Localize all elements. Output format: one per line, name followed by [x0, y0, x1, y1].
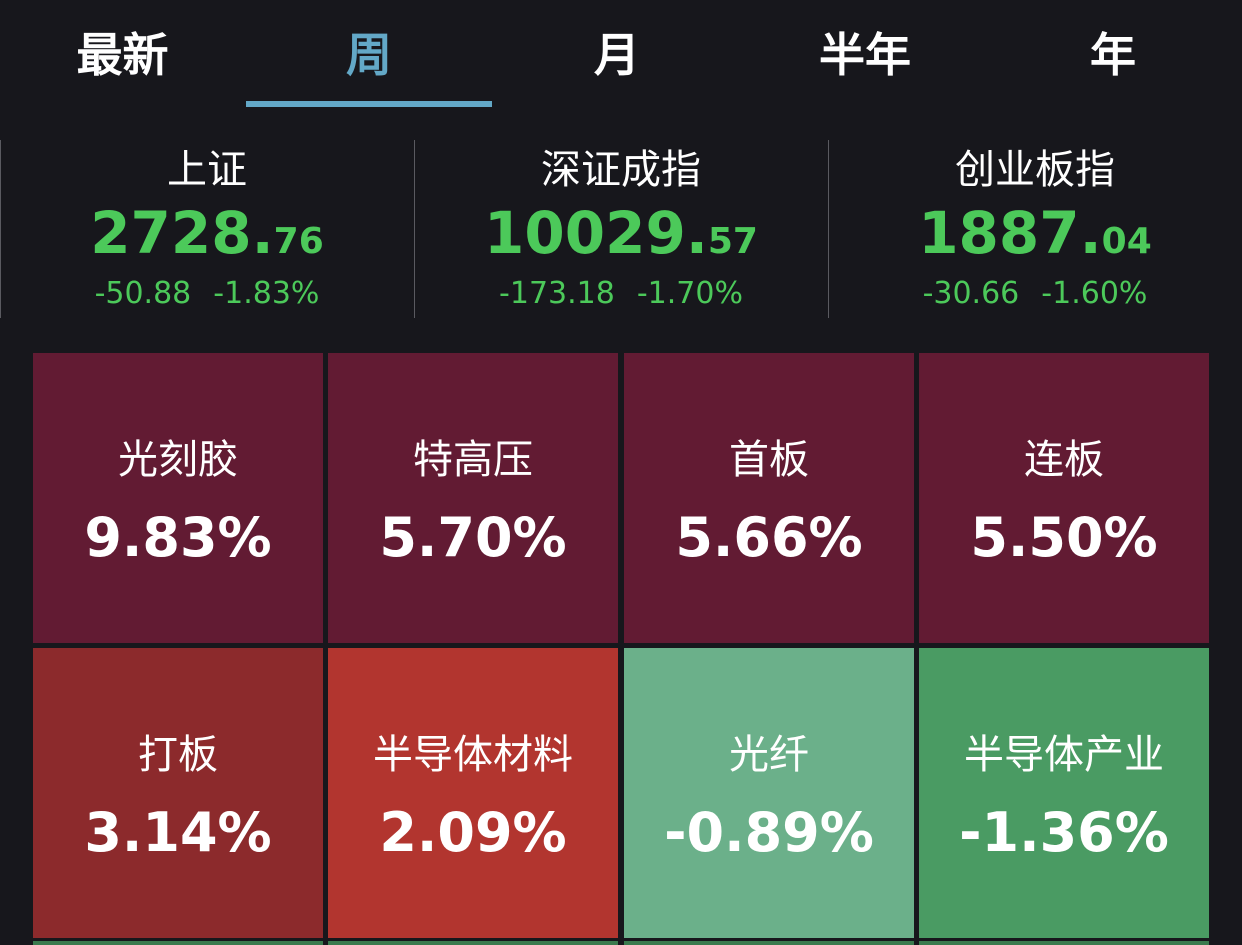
sector-change: 2.09%: [379, 801, 567, 864]
tab-month[interactable]: 月: [594, 28, 640, 82]
index-value: 1887.04: [828, 200, 1242, 266]
sector-tile-consecutive-limit[interactable]: 连板 5.50%: [919, 353, 1209, 643]
index-value-decimal: 04: [1101, 221, 1152, 262]
index-value-decimal: 76: [273, 221, 324, 262]
tab-latest[interactable]: 最新: [76, 28, 169, 82]
sector-tile-optical-fiber[interactable]: 光纤 -0.89%: [624, 648, 914, 938]
next-row-tile-edge: [919, 941, 1209, 945]
sector-tile-semiconductor-industry[interactable]: 半导体产业 -1.36%: [919, 648, 1209, 938]
index-change: -50.88 -1.83%: [0, 274, 414, 314]
sector-tile-uhv[interactable]: 特高压 5.70%: [328, 353, 618, 643]
index-value: 10029.57: [414, 200, 828, 266]
index-name: 创业板指: [955, 147, 1115, 193]
index-shanghai[interactable]: 上证 2728.76 -50.88 -1.83%: [0, 140, 414, 318]
index-change-percent: -1.60%: [1041, 276, 1148, 311]
tab-week[interactable]: 周: [346, 28, 392, 82]
sector-change: 3.14%: [84, 801, 272, 864]
sector-name: 光纤: [729, 732, 809, 778]
index-value-integer: 2728.: [90, 199, 274, 267]
tab-half-year[interactable]: 半年: [819, 28, 911, 82]
sector-change: 5.66%: [675, 506, 863, 569]
period-tabs: 最新 周 月 半年 年: [0, 0, 1242, 112]
divider: [828, 140, 829, 318]
sector-name: 特高压: [413, 437, 533, 483]
sector-change: -1.36%: [959, 801, 1169, 864]
index-value-decimal: 57: [707, 221, 758, 262]
sector-change: -0.89%: [664, 801, 874, 864]
active-tab-indicator: [246, 101, 492, 107]
index-value-integer: 10029.: [484, 199, 708, 267]
sector-change: 5.70%: [379, 506, 567, 569]
sector-change: 5.50%: [970, 506, 1158, 569]
index-change-points: -30.66: [922, 276, 1020, 311]
sector-name: 半导体产业: [964, 732, 1164, 778]
index-summary: 上证 2728.76 -50.88 -1.83% 深证成指 10029.57 -1…: [0, 140, 1242, 318]
tab-year[interactable]: 年: [1090, 28, 1136, 82]
sector-name: 光刻胶: [118, 437, 238, 483]
index-change-percent: -1.70%: [636, 276, 743, 311]
sector-tile-first-limit[interactable]: 首板 5.66%: [624, 353, 914, 643]
divider: [0, 140, 1, 318]
sector-name: 连板: [1024, 437, 1104, 483]
sector-name: 半导体材料: [373, 732, 573, 778]
sector-tile-semiconductor-materials[interactable]: 半导体材料 2.09%: [328, 648, 618, 938]
sector-tile-hit-limit[interactable]: 打板 3.14%: [33, 648, 323, 938]
index-change-points: -173.18: [499, 276, 615, 311]
index-name: 深证成指: [541, 147, 701, 193]
divider: [414, 140, 415, 318]
sector-name: 首板: [729, 437, 809, 483]
index-change: -30.66 -1.60%: [828, 274, 1242, 314]
sector-change: 9.83%: [84, 506, 272, 569]
index-chinext[interactable]: 创业板指 1887.04 -30.66 -1.60%: [828, 140, 1242, 318]
index-value-integer: 1887.: [918, 199, 1102, 267]
next-row-tile-edge: [328, 941, 618, 945]
next-row-tile-edge: [33, 941, 323, 945]
sector-tile-photoresist[interactable]: 光刻胶 9.83%: [33, 353, 323, 643]
index-change: -173.18 -1.70%: [414, 274, 828, 314]
next-row-tile-edge: [624, 941, 914, 945]
index-change-percent: -1.83%: [213, 276, 320, 311]
index-shenzhen[interactable]: 深证成指 10029.57 -173.18 -1.70%: [414, 140, 828, 318]
index-change-points: -50.88: [94, 276, 192, 311]
index-value: 2728.76: [0, 200, 414, 266]
sector-name: 打板: [138, 732, 218, 778]
index-name: 上证: [167, 147, 247, 193]
